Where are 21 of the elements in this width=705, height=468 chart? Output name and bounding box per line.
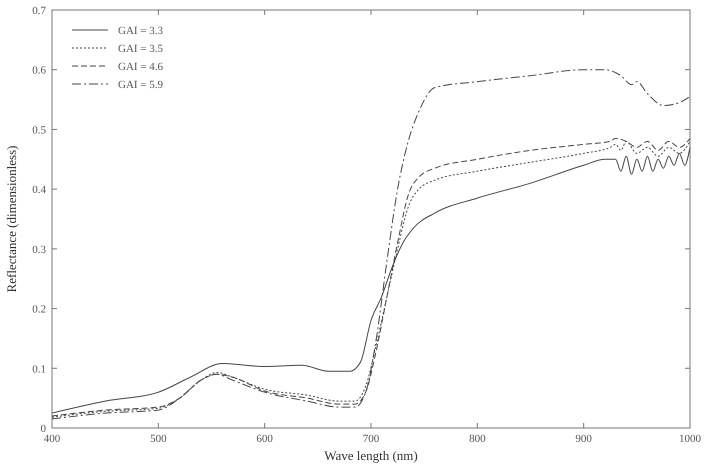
y-tick-label: 0.3 <box>32 244 46 256</box>
x-tick-label: 400 <box>44 433 61 445</box>
x-tick-label: 800 <box>469 433 486 445</box>
legend-label: GAI = 4.6 <box>118 61 164 73</box>
y-tick-label: 0 <box>40 423 46 435</box>
y-tick-label: 0.6 <box>32 64 46 77</box>
y-tick-label: 0.5 <box>32 124 46 136</box>
x-tick-label: 1000 <box>679 433 702 445</box>
x-tick-label: 600 <box>256 433 274 445</box>
y-tick-label: 0.2 <box>32 304 46 316</box>
x-tick-label: 500 <box>150 433 168 445</box>
y-tick-label: 0.1 <box>32 363 46 376</box>
legend-label: GAI = 5.9 <box>118 79 164 91</box>
y-tick-label: 0.7 <box>32 5 46 17</box>
y-axis-title: Reflectance (dimensionless) <box>4 146 19 292</box>
legend-label: GAI = 3.3 <box>118 25 164 37</box>
legend-label: GAI = 3.5 <box>118 43 164 55</box>
x-tick-label: 700 <box>362 433 380 445</box>
x-axis-title: Wave length (nm) <box>324 448 418 463</box>
y-tick-label: 0.4 <box>32 184 46 196</box>
x-tick-label: 900 <box>575 433 592 445</box>
